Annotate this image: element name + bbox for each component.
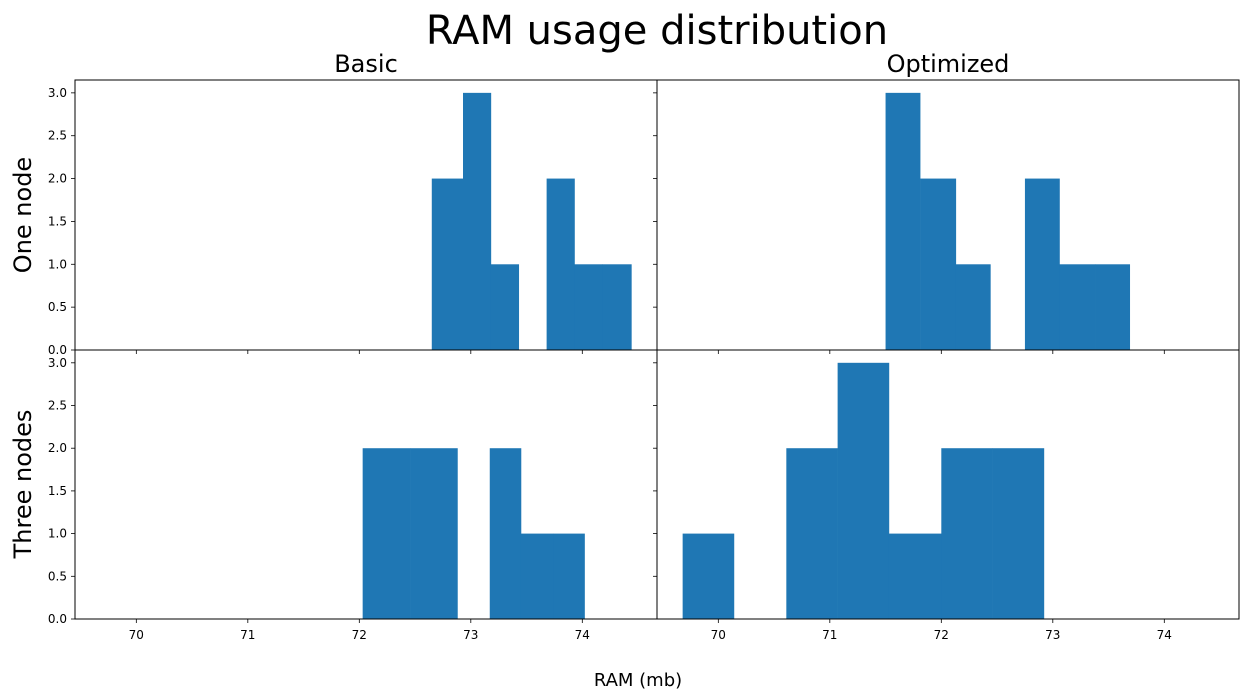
y-tick-label: 0.5	[48, 569, 67, 583]
column-title-basic: Basic	[334, 50, 398, 78]
y-tick-label: 1.5	[48, 214, 67, 228]
y-tick-label: 0.0	[48, 612, 67, 626]
x-tick-label: 70	[711, 628, 726, 642]
histogram-bar	[955, 264, 991, 350]
histogram-bar	[553, 533, 585, 619]
y-tick-label: 0.0	[48, 343, 67, 357]
y-tick-label: 2.5	[48, 399, 67, 413]
column-title-optimized: Optimized	[887, 50, 1010, 78]
row-label-one-node: One node	[9, 157, 37, 273]
y-tick-label: 1.0	[48, 527, 67, 541]
histogram-bar	[490, 264, 520, 350]
y-tick-label: 1.5	[48, 484, 67, 498]
y-tick-label: 2.0	[48, 172, 67, 186]
histogram-bar	[888, 533, 942, 619]
x-tick-label: 73	[463, 628, 478, 642]
x-tick-label: 72	[352, 628, 367, 642]
y-tick-label: 0.5	[48, 300, 67, 314]
x-tick-label: 72	[934, 628, 949, 642]
row-label-three-nodes: Three nodes	[9, 410, 37, 560]
histogram-bar	[431, 178, 464, 350]
histogram-bar	[682, 533, 735, 619]
histogram-bar	[885, 92, 921, 351]
panel-basic-one-node: 0.0 0.5 1.0 1.5 2.0 2.5 3.0	[48, 79, 658, 357]
histogram-bar	[546, 178, 575, 350]
histogram-bar	[786, 448, 838, 619]
axes-frame	[656, 349, 1240, 620]
y-tick-label: 2.0	[48, 441, 67, 455]
y-tick-label: 2.5	[48, 129, 67, 143]
x-tick-label: 74	[1157, 628, 1172, 642]
histogram-bar	[1059, 264, 1096, 350]
x-tick-label: 70	[129, 628, 144, 642]
y-tick-label: 1.0	[48, 257, 67, 271]
x-tick-label: 71	[822, 628, 837, 642]
histogram-bar	[837, 362, 890, 619]
figure-title: RAM usage distribution	[426, 8, 888, 54]
y-tick-label: 3.0	[48, 356, 67, 370]
histogram-bar	[362, 448, 411, 619]
histogram-bar	[920, 178, 957, 350]
x-tick-label: 74	[575, 628, 590, 642]
histogram-bar	[1095, 264, 1131, 350]
subplot-grid: 0.00.51.01.52.02.53.00.00.51.01.52.02.53…	[48, 79, 1240, 642]
histogram-bar	[1024, 178, 1060, 350]
histogram-bar	[489, 448, 522, 619]
histogram-bar	[574, 264, 603, 350]
histogram-bar	[941, 448, 993, 619]
histogram-bar	[520, 533, 554, 619]
histogram-bar	[463, 92, 492, 351]
histogram-bar	[602, 264, 632, 350]
y-tick-label: 3.0	[48, 86, 67, 100]
x-tick-label: 71	[240, 628, 255, 642]
histogram-bar	[992, 448, 1045, 619]
x-tick-label: 73	[1045, 628, 1060, 642]
panel-optimized-one-node	[653, 79, 1240, 354]
x-axis-label: RAM (mb)	[594, 670, 682, 691]
panel-basic-three-nodes: 0.0 0.5 1.0 1.5 2.0 2.5 3.0 70 71 72 73 74	[48, 349, 658, 642]
histogram-bar	[410, 448, 458, 619]
panel-optimized-three-nodes: 70 71 72 73 74	[653, 349, 1240, 642]
